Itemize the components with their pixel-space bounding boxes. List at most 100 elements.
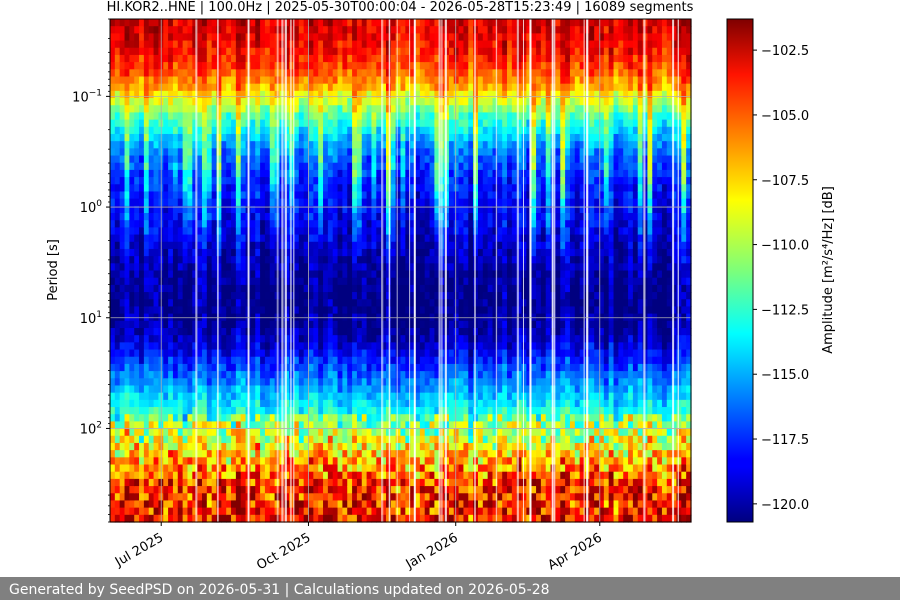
heatmap-cell — [429, 363, 435, 372]
heatmap-cell — [337, 464, 343, 473]
heatmap-cell — [381, 284, 387, 293]
heatmap-cell — [434, 299, 440, 308]
heatmap-cell — [347, 493, 353, 502]
heatmap-cell — [381, 198, 387, 207]
heatmap-cell — [434, 421, 440, 430]
heatmap-cell — [231, 119, 237, 128]
heatmap-cell — [381, 306, 387, 315]
heatmap-cell — [124, 112, 130, 121]
heatmap-cell — [327, 40, 334, 49]
heatmap-cell — [361, 83, 368, 92]
heatmap-cell — [293, 33, 300, 42]
heatmap-cell — [342, 414, 348, 422]
heatmap-cell — [264, 335, 271, 343]
heatmap-cell — [366, 191, 373, 200]
heatmap-cell — [366, 342, 373, 351]
heatmap-cell — [424, 514, 431, 523]
heatmap-cell — [390, 270, 397, 279]
heatmap-cell — [405, 126, 411, 135]
heatmap-cell — [221, 371, 227, 379]
heatmap-cell — [318, 320, 324, 329]
heatmap-cell — [323, 399, 329, 408]
heatmap-cell — [255, 162, 261, 171]
heatmap-cell — [235, 169, 242, 178]
heatmap-cell — [110, 478, 116, 487]
heatmap-cell — [235, 213, 242, 221]
heatmap-cell — [405, 392, 411, 401]
heatmap-cell — [114, 162, 121, 171]
heatmap-cell — [211, 76, 218, 85]
heatmap-cell — [235, 248, 242, 257]
heatmap-cell — [284, 19, 290, 27]
heatmap-cell — [148, 320, 155, 329]
heatmap-cell — [153, 399, 160, 408]
heatmap-cell — [366, 378, 373, 387]
heatmap-cell — [376, 371, 382, 379]
heatmap-cell — [419, 76, 426, 85]
heatmap-cell — [129, 464, 135, 473]
heatmap-cell — [434, 126, 440, 135]
heatmap-cell — [168, 155, 174, 164]
heatmap-cell — [323, 155, 329, 164]
heatmap-cell — [226, 98, 232, 106]
heatmap-cell — [153, 119, 160, 128]
heatmap-cell — [139, 507, 145, 516]
heatmap-cell — [226, 284, 232, 293]
heatmap-cell — [434, 40, 440, 49]
heatmap-cell — [356, 270, 363, 279]
heatmap-cell — [337, 356, 343, 365]
heatmap-cell — [250, 457, 256, 466]
heatmap-cell — [323, 320, 329, 329]
heatmap-cell — [410, 277, 416, 286]
heatmap-cell — [163, 155, 169, 164]
heatmap-cell — [177, 500, 184, 509]
heatmap-cell — [429, 442, 435, 451]
heatmap-cell — [342, 270, 348, 279]
heatmap-cell — [163, 148, 169, 157]
heatmap-cell — [303, 141, 310, 149]
heatmap-cell — [226, 126, 232, 135]
heatmap-cell — [153, 327, 160, 336]
heatmap-cell — [361, 392, 368, 401]
heatmap-cell — [289, 363, 295, 372]
heatmap-cell — [129, 220, 135, 228]
heatmap-cell — [366, 76, 373, 85]
heatmap-cell — [201, 177, 208, 185]
heatmap-cell — [434, 471, 440, 480]
heatmap-cell — [298, 435, 305, 444]
heatmap-cell — [371, 270, 377, 279]
heatmap-cell — [216, 507, 222, 516]
heatmap-cell — [221, 177, 227, 185]
heatmap-cell — [352, 450, 358, 458]
heatmap-cell — [308, 306, 314, 315]
heatmap-cell — [124, 277, 130, 286]
heatmap-cell — [119, 234, 126, 243]
heatmap-cell — [153, 98, 160, 106]
heatmap-cell — [289, 284, 295, 293]
heatmap-cell — [308, 507, 314, 516]
heatmap-cell — [177, 155, 184, 164]
heatmap-cell — [182, 220, 189, 228]
heatmap-cell — [250, 19, 256, 27]
heatmap-cell — [308, 126, 314, 135]
heatmap-cell — [192, 471, 198, 480]
heatmap-cell — [332, 19, 339, 27]
heatmap-cell — [308, 155, 314, 164]
heatmap-cell — [313, 148, 319, 157]
heatmap-cell — [264, 320, 271, 329]
heatmap-cell — [332, 320, 339, 329]
heatmap-cell — [187, 40, 193, 49]
heatmap-cell — [298, 133, 305, 142]
heatmap-cell — [235, 363, 242, 372]
heatmap-cell — [197, 335, 203, 343]
heatmap-cell — [395, 471, 402, 480]
heatmap-cell — [134, 471, 140, 480]
heatmap-cell — [197, 306, 203, 315]
heatmap-cell — [448, 371, 455, 379]
heatmap-cell — [381, 141, 387, 149]
heatmap-cell — [201, 47, 208, 56]
heatmap-cell — [139, 385, 145, 394]
heatmap-cell — [332, 98, 339, 106]
heatmap-cell — [293, 133, 300, 142]
heatmap-cell — [318, 177, 324, 185]
